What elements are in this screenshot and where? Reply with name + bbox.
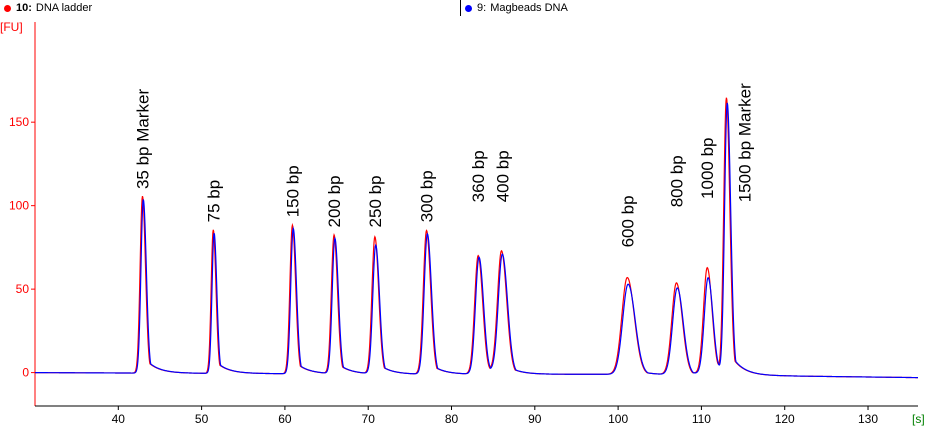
x-tick-label: 100 bbox=[608, 412, 628, 426]
series-line-1 bbox=[35, 102, 919, 379]
x-tick-label: 80 bbox=[445, 412, 459, 426]
peak-annotation: 600 bp bbox=[618, 195, 637, 247]
y-tick-label: 50 bbox=[16, 282, 30, 296]
peak-annotation: 75 bp bbox=[204, 180, 223, 223]
x-tick-label: 90 bbox=[528, 412, 542, 426]
peak-annotation: 360 bp bbox=[469, 150, 488, 202]
x-tick-label: 130 bbox=[858, 412, 878, 426]
legend-dot-icon bbox=[4, 4, 11, 12]
peak-annotation: 1500 bp Marker bbox=[736, 83, 755, 202]
legend-label: Magbeads DNA bbox=[490, 2, 568, 14]
x-tick-label: 120 bbox=[775, 412, 795, 426]
peak-annotation: 300 bp bbox=[418, 170, 437, 222]
x-axis-unit: [s] bbox=[912, 412, 925, 426]
peak-annotation: 800 bp bbox=[667, 155, 686, 207]
peak-labels: 35 bp Marker 75 bp 150 bp 200 bp 250 bp 300 b… bbox=[133, 83, 754, 248]
legend-number: 10: bbox=[16, 2, 32, 14]
series-group bbox=[35, 97, 919, 379]
peak-annotation: 150 bp bbox=[283, 165, 302, 217]
series-line-0 bbox=[35, 97, 919, 379]
y-tick-label: 150 bbox=[9, 115, 29, 129]
y-tick-label: 0 bbox=[22, 366, 29, 380]
peak-annotation: 200 bp bbox=[325, 175, 344, 227]
x-tick-label: 110 bbox=[692, 412, 711, 426]
y-axis-unit: [FU] bbox=[0, 20, 23, 34]
x-tick-label: 50 bbox=[195, 412, 209, 426]
legend-label: DNA ladder bbox=[35, 2, 93, 14]
peak-annotation: 250 bp bbox=[366, 175, 385, 227]
legend-item-dna-ladder: 10: DNA ladder bbox=[4, 0, 92, 16]
x-tick-label: 70 bbox=[362, 412, 376, 426]
peak-annotation: 1000 bp bbox=[698, 138, 717, 199]
legend-dot-icon bbox=[465, 4, 472, 12]
y-tick-label: 100 bbox=[9, 199, 29, 213]
axes: [FU] [s] 0 50 100 150 40 50 60 70 80 90 100 110 120 130 bbox=[0, 20, 925, 426]
peak-annotation: 35 bp Marker bbox=[133, 89, 152, 189]
x-tick-label: 40 bbox=[112, 412, 126, 426]
legend-number: 9: bbox=[477, 2, 487, 14]
peak-annotation: 400 bp bbox=[493, 150, 512, 202]
x-tick-label: 60 bbox=[278, 412, 292, 426]
legend-item-magbeads-dna: 9: Magbeads DNA bbox=[460, 0, 568, 16]
